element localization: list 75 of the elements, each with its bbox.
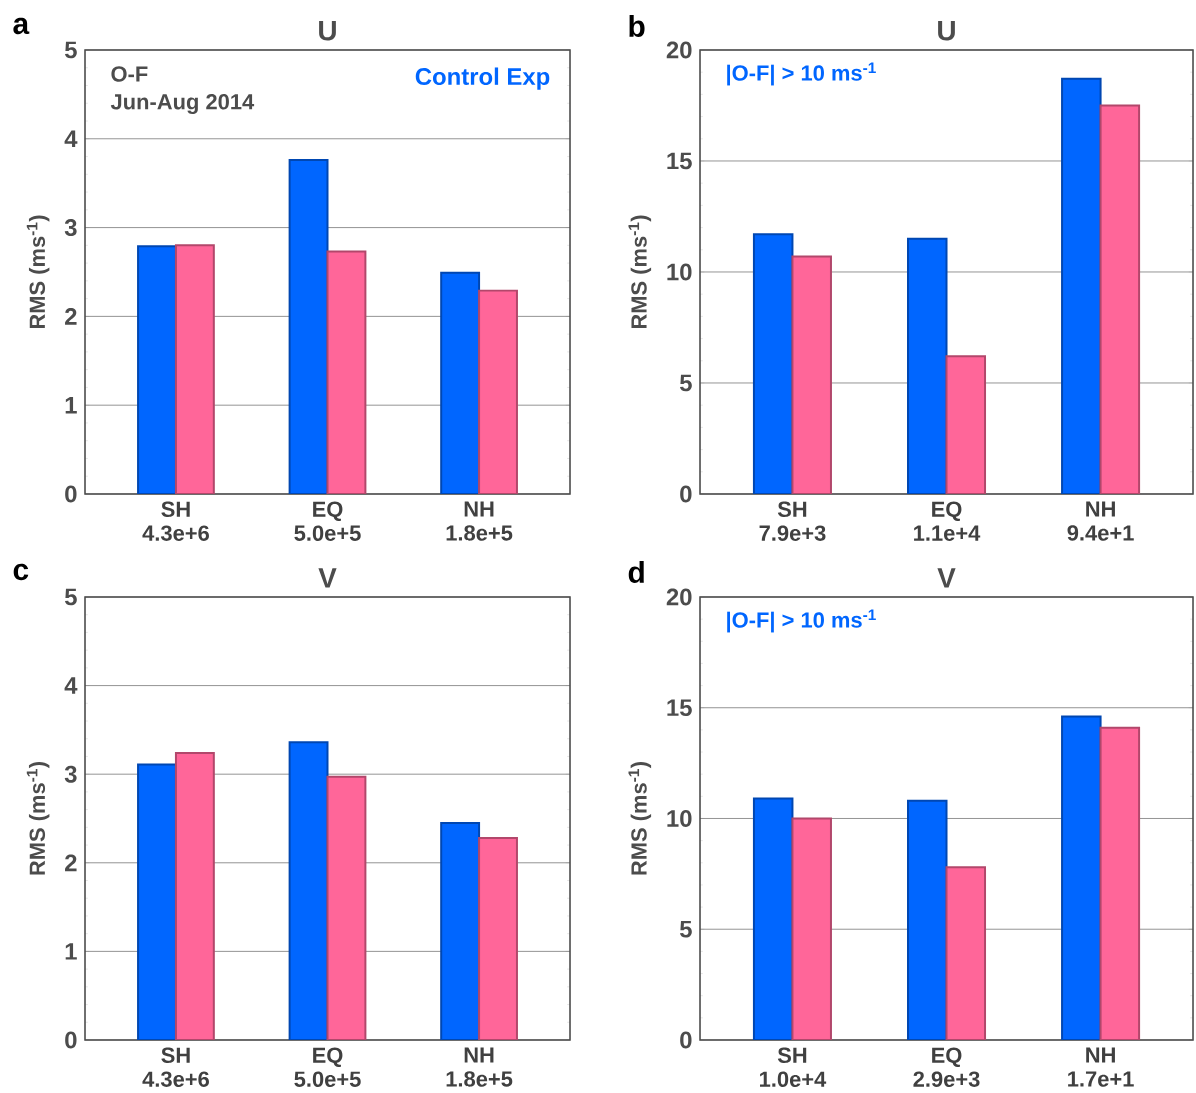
y-axis-title: RMS (ms$^{-1}$) (628, 215, 652, 329)
y-tick-label: 3 (64, 219, 77, 237)
bar (326, 250, 367, 494)
bar (907, 237, 948, 494)
x-tick-label: EQ 5.0e+5 (294, 501, 361, 541)
x-tick-label: SH 1.0e+4 (760, 1047, 827, 1087)
x-tick-label: NH 1.8e+5 (446, 1047, 513, 1087)
y-axis-title: RMS (ms$^{-1}$) (26, 215, 50, 329)
y-tick-label: 10 (667, 263, 692, 281)
y-tick-label: 3 (64, 765, 77, 783)
y-tick-label: 15 (667, 152, 692, 170)
y-tick-label: 4 (64, 130, 78, 147)
y-tick-label: 5 (64, 588, 77, 606)
bar (907, 799, 948, 1040)
chart-title: U (938, 21, 955, 41)
bar (1099, 726, 1141, 1040)
annotation: Jun-Aug 2014 (110, 94, 255, 114)
y-tick-label: 0 (65, 485, 77, 503)
text: d (628, 561, 644, 583)
bar (752, 797, 794, 1040)
bar (945, 355, 987, 494)
text: b (629, 15, 645, 37)
bar (137, 763, 177, 1040)
bar (752, 233, 794, 494)
y-tick-label: 10 (667, 810, 692, 827)
text: c (13, 563, 29, 581)
y-tick-label: 1 (65, 396, 77, 414)
y-tick-label: 0 (65, 1031, 77, 1049)
y-tick-label: 20 (666, 588, 692, 606)
chart-title: U (319, 21, 336, 41)
bar (174, 244, 215, 494)
annotation: |O-F| > 10 ms$^{-1}$ (727, 62, 876, 86)
bar (1061, 715, 1102, 1040)
annotation: |O-F| > 10 ms$^{-1}$ (727, 609, 876, 633)
x-tick-label: NH 1.7e+1 (1068, 1047, 1134, 1087)
y-tick-label: 0 (680, 485, 692, 503)
x-tick-label: SH 4.3e+6 (142, 501, 209, 541)
bar (174, 751, 215, 1040)
annotation: O-F (111, 66, 148, 82)
x-tick-label: EQ 1.1e+4 (914, 501, 981, 541)
y-axis-title: RMS (ms$^{-1}$) (26, 761, 50, 875)
y-tick-label: 20 (666, 41, 692, 59)
y-axis-title: RMS (ms$^{-1}$) (628, 761, 652, 875)
y-tick-label: 5 (679, 920, 692, 938)
y-tick-label: 5 (64, 41, 77, 59)
bar (326, 775, 367, 1040)
text: a (13, 17, 30, 35)
y-tick-label: 2 (65, 308, 77, 325)
bar (137, 245, 177, 494)
x-tick-label: SH 4.3e+6 (142, 1047, 209, 1087)
bar (791, 255, 832, 494)
y-tick-label: 1 (65, 943, 77, 960)
x-tick-label: NH 9.4e+1 (1067, 501, 1134, 541)
text: Control Exp (415, 67, 550, 90)
bar (945, 866, 987, 1040)
y-tick-label: 2 (65, 854, 77, 872)
x-tick-label: NH 1.8e+5 (446, 501, 513, 541)
x-tick-label: EQ 2.9e+3 (913, 1047, 980, 1087)
y-tick-label: 4 (64, 677, 78, 694)
bar (1099, 104, 1141, 494)
bar (440, 271, 481, 494)
bar (791, 817, 832, 1040)
bar (1061, 77, 1102, 494)
bar (478, 836, 518, 1040)
chart-title: V (937, 568, 956, 588)
y-tick-label: 0 (680, 1031, 692, 1049)
x-tick-label: SH 7.9e+3 (759, 501, 826, 541)
bar (288, 741, 329, 1040)
chart-title: V (318, 568, 337, 588)
y-tick-label: 15 (667, 699, 692, 717)
y-tick-label: 5 (679, 374, 692, 392)
bar (288, 159, 329, 494)
bar (440, 821, 481, 1040)
x-tick-label: EQ 5.0e+5 (294, 1047, 361, 1087)
bar (478, 289, 518, 494)
